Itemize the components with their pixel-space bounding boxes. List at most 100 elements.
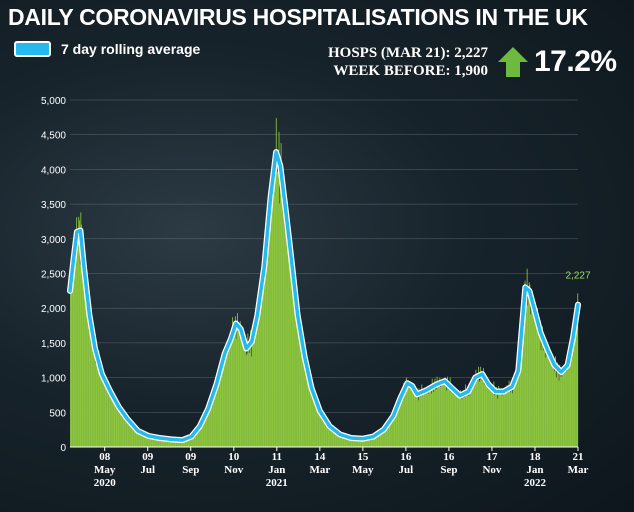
daily-bar <box>525 306 527 447</box>
daily-bar <box>535 320 537 447</box>
x-tick-month: May <box>352 464 374 476</box>
daily-bar <box>571 351 572 447</box>
daily-bar <box>293 276 295 447</box>
daily-bar <box>88 297 89 447</box>
x-tick-month: Mar <box>568 464 589 476</box>
daily-bar <box>508 380 510 447</box>
daily-bar <box>549 357 551 447</box>
daily-bar <box>101 367 103 447</box>
daily-bar <box>157 436 159 447</box>
daily-bar <box>151 436 152 447</box>
daily-bar <box>361 439 362 447</box>
daily-bar <box>410 387 412 447</box>
daily-bar <box>572 329 574 447</box>
daily-bar <box>168 438 170 447</box>
daily-bar <box>521 306 523 447</box>
daily-bar <box>104 376 106 447</box>
daily-bar <box>171 439 173 447</box>
chart-title: DAILY CORONAVIRUS HOSPITALISATIONS IN TH… <box>8 4 588 30</box>
daily-bar <box>474 378 475 447</box>
daily-bar <box>353 438 355 447</box>
daily-bar <box>369 438 371 447</box>
daily-bar <box>401 394 403 447</box>
daily-bar <box>450 392 452 447</box>
daily-bar <box>259 300 261 447</box>
daily-bar <box>156 438 158 447</box>
daily-bar <box>189 437 191 447</box>
daily-bar <box>308 374 310 447</box>
daily-bar <box>380 431 382 447</box>
daily-bar <box>536 324 538 447</box>
daily-bar <box>169 439 170 447</box>
daily-bar <box>166 438 168 447</box>
x-tick-year: 2021 <box>266 477 288 489</box>
daily-bar <box>524 280 526 447</box>
daily-bar <box>106 381 107 447</box>
daily-bar <box>482 375 484 447</box>
daily-bar <box>275 118 277 447</box>
daily-bar <box>530 290 532 447</box>
daily-bar <box>108 383 110 447</box>
daily-bar <box>562 368 564 447</box>
daily-bar <box>287 222 289 447</box>
daily-bar <box>381 430 383 447</box>
daily-bar <box>71 276 73 447</box>
daily-bar <box>331 426 333 447</box>
daily-bar <box>309 386 311 447</box>
daily-bar <box>408 383 410 447</box>
daily-bar <box>210 401 212 447</box>
daily-bar <box>81 258 83 447</box>
daily-bar <box>400 396 402 447</box>
daily-bar <box>247 333 249 447</box>
daily-bar <box>502 389 504 447</box>
daily-bar <box>435 389 437 447</box>
daily-bar <box>320 413 322 447</box>
daily-bar <box>368 437 369 447</box>
daily-bar <box>414 388 416 447</box>
daily-bar <box>386 424 387 447</box>
daily-bar <box>130 423 132 447</box>
daily-bar <box>564 369 566 447</box>
daily-bar <box>568 364 570 447</box>
daily-bar <box>101 374 103 447</box>
daily-bar <box>257 301 259 447</box>
daily-bar <box>241 337 243 447</box>
daily-bar <box>451 384 453 447</box>
daily-bar <box>266 264 267 447</box>
daily-bar <box>433 384 435 447</box>
daily-bar <box>472 379 474 447</box>
daily-bar <box>327 426 329 447</box>
daily-bar <box>155 436 157 447</box>
daily-bar <box>548 351 550 447</box>
y-tick-label: 1,500 <box>41 339 66 350</box>
daily-bar <box>451 391 453 447</box>
daily-bar <box>418 388 420 447</box>
daily-bar <box>432 387 434 447</box>
daily-bar <box>219 365 220 447</box>
daily-bar <box>520 338 522 447</box>
daily-bar <box>388 419 389 447</box>
daily-bar <box>462 391 464 447</box>
daily-bar <box>430 388 432 447</box>
daily-bar <box>144 434 145 447</box>
daily-bar <box>214 384 215 447</box>
daily-bar <box>311 383 313 447</box>
daily-bar <box>343 436 345 447</box>
daily-bar <box>573 324 574 447</box>
daily-bar <box>135 428 137 447</box>
daily-bar <box>185 437 187 447</box>
y-tick-label: 4,000 <box>41 165 66 176</box>
daily-bar <box>358 439 360 447</box>
daily-bar <box>124 413 126 447</box>
daily-bar <box>500 390 502 447</box>
daily-bar <box>282 172 284 447</box>
daily-bar <box>464 396 466 447</box>
daily-bar <box>550 353 552 447</box>
daily-bar <box>234 320 236 447</box>
daily-bar <box>363 438 365 447</box>
daily-bar <box>428 393 430 447</box>
daily-bar <box>146 435 148 447</box>
daily-bar <box>217 385 219 447</box>
daily-bar <box>517 370 519 447</box>
daily-bar <box>453 391 455 447</box>
